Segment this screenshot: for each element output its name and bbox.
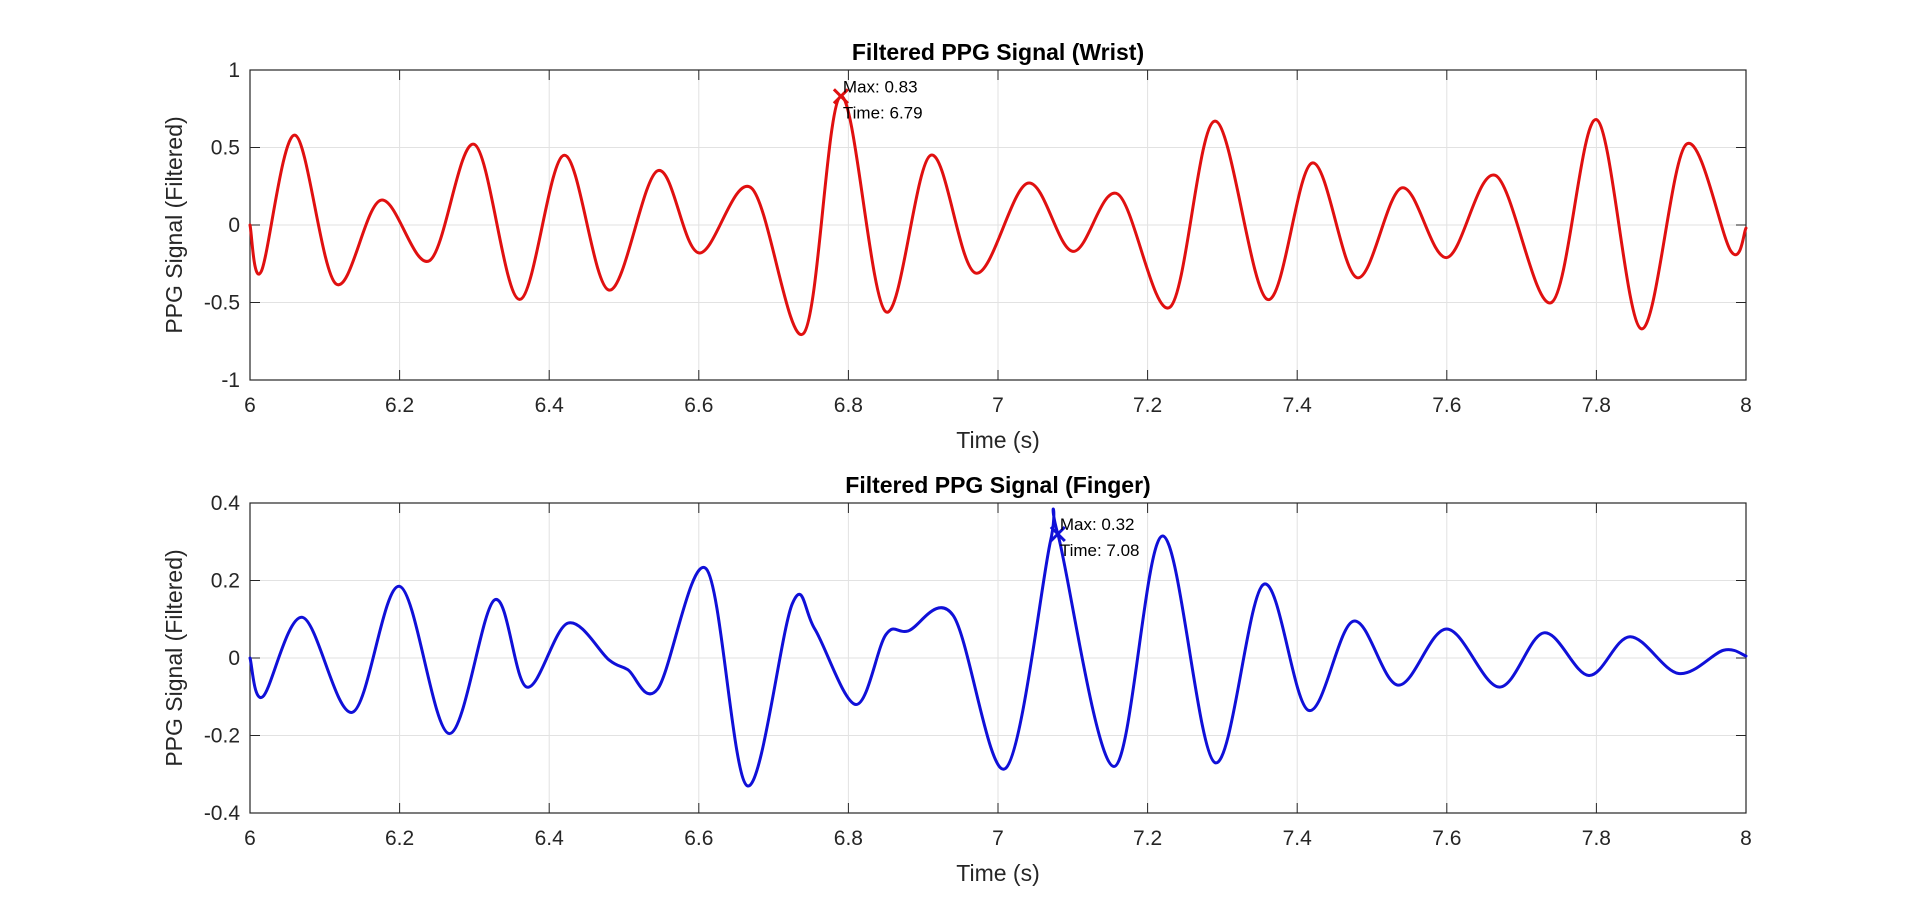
y-tick-label: 0.5 (211, 137, 240, 160)
x-tick-label: 6.6 (684, 827, 713, 850)
subplot-wrist: 6 6.2 6.4 6.6 6.8 7 7.2 7.4 7.6 7.8 8 -1 -0.5 0 0.5 1 Ma… (161, 39, 1752, 453)
y-axis-label: PPG Signal (Filtered) (161, 116, 187, 333)
y-tick-label: 0 (228, 647, 240, 670)
x-tick-label: 7.4 (1283, 394, 1313, 417)
max-time-annotation: Time: 7.08 (1060, 541, 1140, 560)
x-tick-label: 7.4 (1283, 827, 1313, 850)
x-tick-label: 8 (1740, 394, 1752, 417)
y-tick-label: 1 (228, 59, 240, 82)
max-marker (832, 88, 849, 105)
signal-line (248, 507, 1748, 788)
x-tick-label: 7.6 (1432, 827, 1461, 850)
max-marker (1049, 525, 1066, 543)
y-axis-label: PPG Signal (Filtered) (161, 549, 187, 766)
x-tick-label: 7 (992, 394, 1004, 417)
x-tick-label: 6.8 (834, 827, 863, 850)
x-tick-label: 6.4 (535, 827, 565, 850)
x-tick-label: 7.8 (1582, 394, 1611, 417)
chart-title: Filtered PPG Signal (Finger) (845, 472, 1150, 498)
y-tick-label: -0.5 (204, 292, 240, 315)
x-tick-label: 7.2 (1133, 827, 1162, 850)
max-value-annotation: Max: 0.83 (843, 77, 918, 96)
x-tick-label: 6 (244, 827, 256, 850)
x-tick-label: 6.2 (385, 827, 414, 850)
y-tick-label: 0.2 (211, 570, 240, 593)
chart-title: Filtered PPG Signal (Wrist) (852, 39, 1144, 65)
x-axis-label: Time (s) (956, 860, 1039, 886)
max-time-annotation: Time: 6.79 (843, 103, 923, 122)
y-tick-label: -1 (221, 369, 240, 392)
x-tick-label: 7.8 (1582, 827, 1611, 850)
y-tick-label: 0.4 (211, 492, 241, 515)
subplot-finger: 6 6.2 6.4 6.6 6.8 7 7.2 7.4 7.6 7.8 8 -0.4 -0.2 0 0.2 0… (161, 472, 1752, 886)
signal-line (248, 94, 1748, 336)
y-tick-label: -0.2 (204, 725, 240, 748)
x-tick-label: 7 (992, 827, 1004, 850)
x-tick-label: 6.8 (834, 394, 863, 417)
y-tick-label: -0.4 (204, 802, 241, 825)
y-tick-label: 0 (228, 214, 240, 237)
x-tick-label: 6.2 (385, 394, 414, 417)
x-tick-label: 6 (244, 394, 256, 417)
x-tick-label: 6.4 (535, 394, 565, 417)
x-axis-label: Time (s) (956, 427, 1039, 453)
x-tick-label: 7.6 (1432, 394, 1461, 417)
x-tick-label: 7.2 (1133, 394, 1162, 417)
x-tick-label: 6.6 (684, 394, 713, 417)
max-value-annotation: Max: 0.32 (1060, 515, 1135, 534)
x-tick-label: 8 (1740, 827, 1752, 850)
